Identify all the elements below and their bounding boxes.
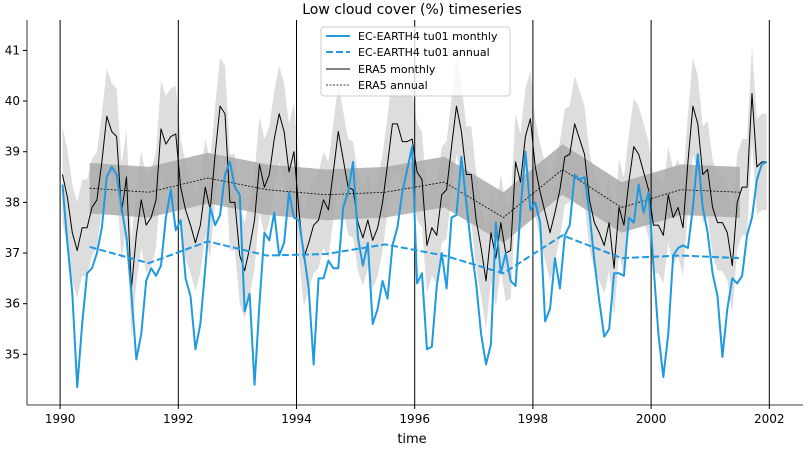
x-tick-label-1996: 1996: [399, 412, 430, 426]
series-line-ec-earth4-tu01-monthly: [61, 145, 768, 389]
y-tick-label-35: 35: [5, 347, 20, 361]
y-tick-label-37: 37: [5, 246, 20, 260]
x-tick-label-2002: 2002: [754, 412, 785, 426]
legend-label-0: EC-EARTH4 tu01 monthly: [358, 30, 498, 43]
series-line-era5-annual: [89, 169, 740, 218]
y-tick-label-40: 40: [5, 94, 20, 108]
y-tick-label-36: 36: [5, 297, 20, 311]
y-tick-label-41: 41: [5, 43, 20, 57]
series-line-ec-earth4-tu01-annual: [89, 234, 740, 275]
x-tick-label-2000: 2000: [636, 412, 667, 426]
legend-box: [320, 26, 511, 97]
x-axis-label: time: [397, 432, 426, 446]
legend-label-2: ERA5 monthly: [358, 63, 436, 76]
legend: EC-EARTH4 tu01 monthly EC-EARTH4 tu01 an…: [320, 26, 511, 97]
x-tick-label-1992: 1992: [163, 412, 194, 426]
y-tick-label-38: 38: [5, 195, 20, 209]
x-tick-label-1994: 1994: [281, 412, 312, 426]
series-lines: [61, 92, 768, 389]
chart-title: Low cloud cover (%) timeseries: [302, 2, 522, 18]
x-tick-label-1998: 1998: [518, 412, 549, 426]
x-tick-label-1990: 1990: [45, 412, 76, 426]
legend-label-3: ERA5 annual: [358, 79, 428, 92]
legend-label-1: EC-EARTH4 tu01 annual: [358, 46, 490, 59]
y-tick-label-39: 39: [5, 145, 20, 159]
axes: 35 36 37 38 39 40 41 1990 1992 1994 1996 1998 2000 20…: [5, 20, 803, 426]
